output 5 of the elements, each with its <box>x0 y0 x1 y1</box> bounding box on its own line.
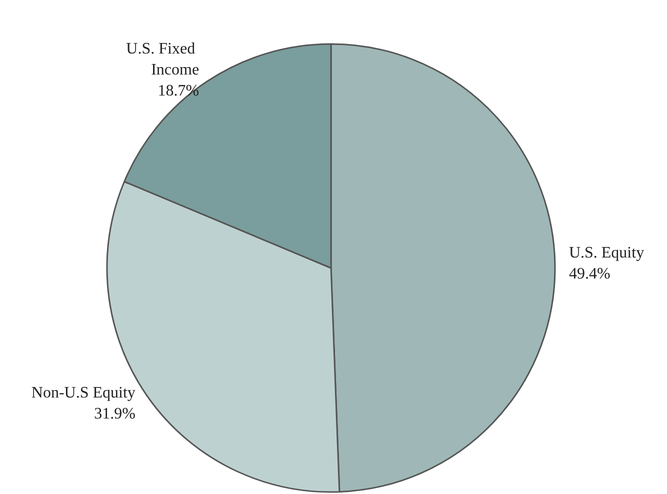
slice-label: Non-U.S Equity <box>31 384 136 402</box>
slice-label: U.S. Equity <box>568 244 644 262</box>
data-label: 31.9% <box>94 406 136 423</box>
slice-label: U.S. Fixed Income <box>126 40 200 78</box>
data-label: 49.4% <box>568 266 610 283</box>
